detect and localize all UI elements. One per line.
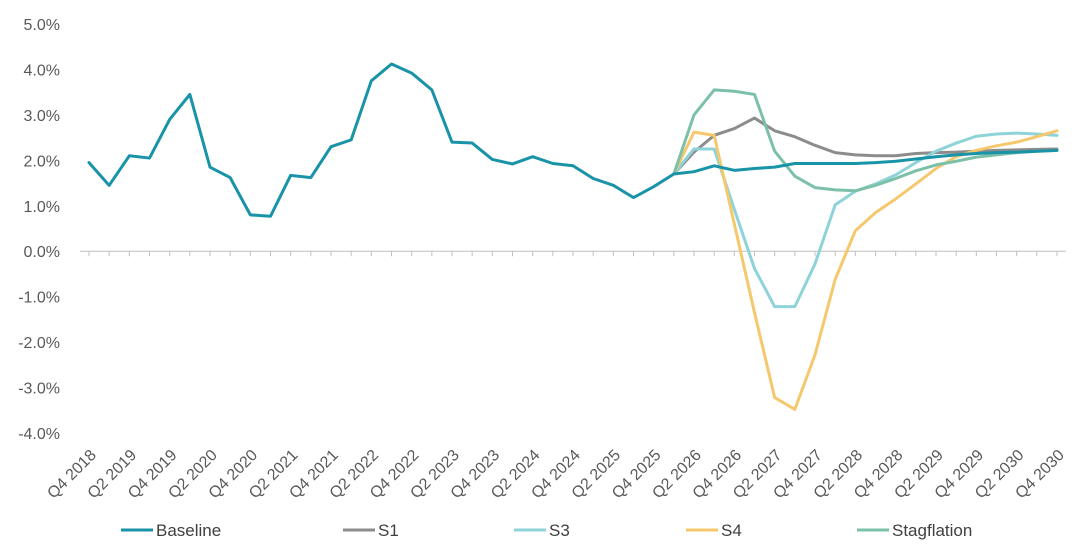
legend-label-s1: S1: [378, 521, 399, 540]
y-tick-label: 1.0%: [24, 199, 60, 216]
legend: Baseline S1 S3 S4 Stagflation: [121, 521, 972, 540]
series-lines: [87, 62, 1059, 411]
y-tick-label: 5.0%: [24, 17, 60, 34]
y-tick-label: 0.0%: [24, 244, 60, 261]
y-tick-label: 3.0%: [24, 108, 60, 125]
series-line-s4: [672, 129, 1059, 411]
legend-label-s3: S3: [549, 521, 570, 540]
y-axis: 5.0% 4.0% 3.0% 2.0% 1.0% 0.0% -1.0% -2.0% -3.0% -…: [18, 17, 60, 443]
series-line-baseline: [87, 62, 1059, 218]
series-line-stagflation: [672, 88, 1059, 193]
legend-label-baseline: Baseline: [156, 521, 221, 540]
y-tick-label: -3.0%: [18, 381, 60, 398]
y-tick-label: -1.0%: [18, 290, 60, 307]
y-tick-label: -4.0%: [18, 426, 60, 443]
series-line-s1: [672, 116, 1059, 176]
legend-label-s4: S4: [721, 521, 742, 540]
y-tick-label: 2.0%: [24, 153, 60, 170]
y-tick-label: -2.0%: [18, 335, 60, 352]
y-tick-label: 4.0%: [24, 62, 60, 79]
legend-label-stagflation: Stagflation: [892, 521, 972, 540]
